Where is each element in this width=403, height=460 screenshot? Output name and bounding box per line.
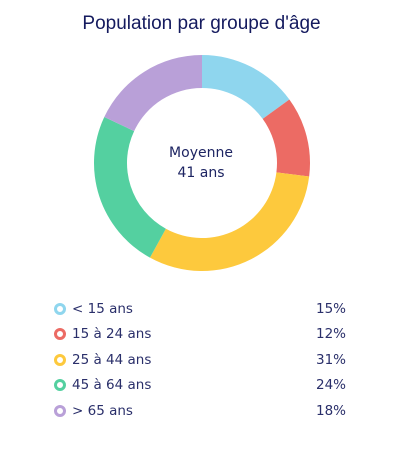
- center-label-value: 41 ans: [177, 165, 225, 181]
- chart-title: Population par groupe d'âge: [82, 13, 321, 34]
- legend-item[interactable]: > 65 ans 18%: [54, 398, 346, 424]
- legend-item[interactable]: 25 à 44 ans 31%: [54, 347, 346, 373]
- donut-slice[interactable]: [202, 55, 290, 119]
- legend-value: 31%: [315, 351, 346, 368]
- legend-item[interactable]: < 15 ans 15%: [54, 296, 346, 322]
- donut-slice[interactable]: [149, 172, 310, 271]
- legend-value: 12%: [315, 326, 346, 343]
- legend-marker: [54, 328, 66, 341]
- legend-label: 45 à 64 ans: [72, 377, 152, 394]
- legend-item[interactable]: 45 à 64 ans 24%: [54, 373, 346, 399]
- legend-marker: [54, 353, 66, 366]
- legend: < 15 ans 15% 15 à 24 ans 12% 25 à 44 ans…: [54, 296, 346, 424]
- legend-value: 18%: [315, 402, 346, 419]
- legend-label: > 65 ans: [72, 402, 133, 419]
- legend-item[interactable]: 15 à 24 ans 12%: [54, 322, 346, 348]
- legend-marker: [54, 404, 66, 417]
- legend-label: < 15 ans: [72, 300, 133, 317]
- donut-slice[interactable]: [94, 117, 166, 258]
- legend-value: 24%: [315, 377, 346, 394]
- legend-label: 15 à 24 ans: [72, 326, 152, 343]
- center-label-title: Moyenne: [169, 145, 233, 161]
- legend-marker: [54, 302, 66, 315]
- legend-label: 25 à 44 ans: [72, 351, 152, 368]
- donut-slice[interactable]: [104, 55, 202, 132]
- legend-value: 15%: [315, 300, 346, 317]
- donut-slice[interactable]: [262, 99, 310, 177]
- legend-marker: [54, 379, 66, 392]
- center-label: Moyenne 41 ans: [101, 143, 301, 183]
